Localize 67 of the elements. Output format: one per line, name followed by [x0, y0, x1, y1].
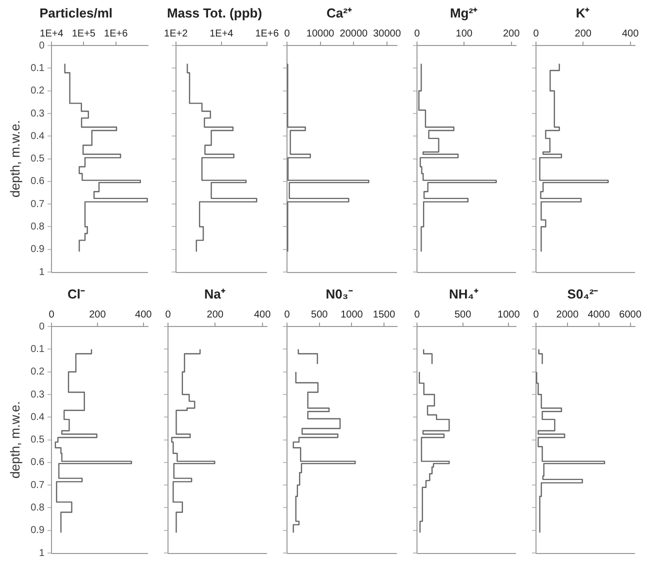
x-tick-label: 200: [574, 28, 592, 40]
chart-title: Particles/ml: [40, 5, 112, 20]
y-tick-label: 0.9: [30, 525, 45, 536]
y-tick-label: 1: [38, 266, 45, 278]
x-tick-label: 1E+2: [164, 28, 188, 40]
y-axis-title: depth, m.w.e.: [7, 120, 22, 198]
chart-title: S0₄²⁻: [567, 286, 599, 302]
y-tick-label: 0.6: [30, 176, 45, 188]
y-tick-label: 0.7: [30, 480, 45, 491]
chart-title: Na⁺: [204, 286, 226, 302]
x-tick-label: 0: [48, 309, 55, 320]
x-tick-label: 200: [89, 309, 106, 320]
x-tick-label: 30000: [373, 28, 402, 40]
x-tick-label: 4000: [588, 309, 610, 320]
chart-title: Mass Tot. (ppb): [166, 5, 262, 20]
y-tick-label: 1: [38, 548, 45, 559]
y-tick-label: 0.2: [30, 366, 45, 378]
x-tick-label: 200: [502, 28, 520, 40]
y-tick-label: 0.5: [30, 154, 45, 165]
y-tick-label: 0.6: [30, 457, 45, 468]
chart-title: Cl⁻: [68, 286, 86, 302]
x-tick-label: 2000: [556, 309, 579, 320]
chart-title: NH₄⁺: [449, 286, 479, 302]
x-tick-label: 0: [284, 309, 290, 320]
y-tick-label: 0.4: [30, 130, 45, 142]
x-tick-label: 1E+6: [104, 28, 128, 40]
x-tick-label: 100: [456, 28, 473, 40]
x-tick-label: 1E+4: [210, 28, 234, 40]
y-tick-label: 0.9: [30, 244, 45, 256]
x-tick-label: 0: [414, 28, 420, 40]
y-tick-label: 0.7: [30, 198, 45, 210]
x-tick-label: 1E+5: [72, 28, 96, 40]
y-axis-title: depth, m.w.e.: [7, 401, 22, 478]
y-tick-label: 0.3: [30, 108, 45, 120]
y-tick-label: 0.3: [30, 389, 45, 400]
y-tick-label: 0.1: [30, 344, 45, 355]
y-tick-label: 0.8: [30, 502, 45, 514]
x-tick-label: 0: [414, 309, 420, 320]
x-tick-label: 6000: [619, 309, 642, 320]
chart-title: Mg²⁺: [450, 5, 478, 20]
y-tick-label: 0.4: [30, 412, 45, 423]
x-tick-label: 400: [254, 309, 272, 320]
y-tick-label: 0.1: [30, 62, 45, 74]
x-tick-label: 0: [284, 28, 290, 40]
chart-title: N0₃⁻: [326, 286, 354, 302]
y-tick-label: 0.8: [30, 221, 45, 232]
x-tick-label: 500: [454, 309, 472, 320]
x-tick-label: 200: [206, 309, 224, 320]
y-tick-label: 0.5: [30, 434, 45, 446]
x-tick-label: 500: [311, 309, 328, 320]
x-tick-label: 0: [165, 309, 172, 320]
x-tick-label: 400: [135, 309, 152, 320]
x-tick-label: 1000: [340, 309, 364, 320]
x-tick-label: 1E+6: [255, 28, 280, 40]
x-tick-label: 10000: [306, 28, 335, 40]
chart-title: Ca²⁺: [326, 5, 352, 20]
chart-title: K⁺: [576, 5, 590, 20]
y-tick-label: 0: [38, 321, 45, 332]
y-tick-label: 0: [38, 40, 45, 52]
x-tick-label: 0: [533, 28, 540, 40]
x-tick-label: 0: [533, 309, 540, 320]
y-tick-label: 0.2: [30, 86, 45, 97]
x-tick-label: 400: [622, 28, 640, 40]
x-tick-label: 1E+4: [40, 28, 64, 40]
x-tick-label: 1000: [498, 309, 520, 320]
x-tick-label: 1500: [372, 309, 396, 320]
x-tick-label: 20000: [340, 28, 368, 40]
